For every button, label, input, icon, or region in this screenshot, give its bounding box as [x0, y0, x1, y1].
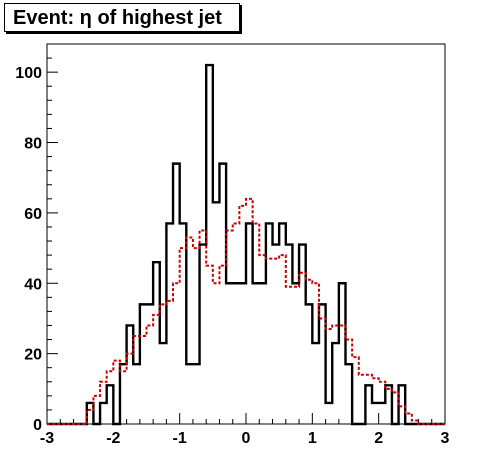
- series-layer: [47, 63, 445, 426]
- y-tick-label: 40: [24, 276, 42, 293]
- x-tick-label: 2: [374, 430, 383, 447]
- x-tick-label: 1: [308, 430, 317, 447]
- x-tick-label: -1: [173, 430, 187, 447]
- y-tick-label: 80: [24, 136, 42, 153]
- series-dashed-histogram: [47, 197, 445, 425]
- x-tick-label: 0: [242, 430, 251, 447]
- chart-title: Event: η of highest jet: [4, 3, 240, 32]
- x-tick-label: -3: [40, 430, 54, 447]
- y-tick-label: 0: [33, 417, 42, 434]
- x-tick-label: -2: [106, 430, 120, 447]
- y-tick-label: 20: [24, 347, 42, 364]
- y-tick-label: 60: [24, 206, 42, 223]
- series-solid-histogram: [47, 63, 445, 426]
- y-tick-label: 100: [15, 65, 42, 82]
- x-tick-label: 3: [441, 430, 450, 447]
